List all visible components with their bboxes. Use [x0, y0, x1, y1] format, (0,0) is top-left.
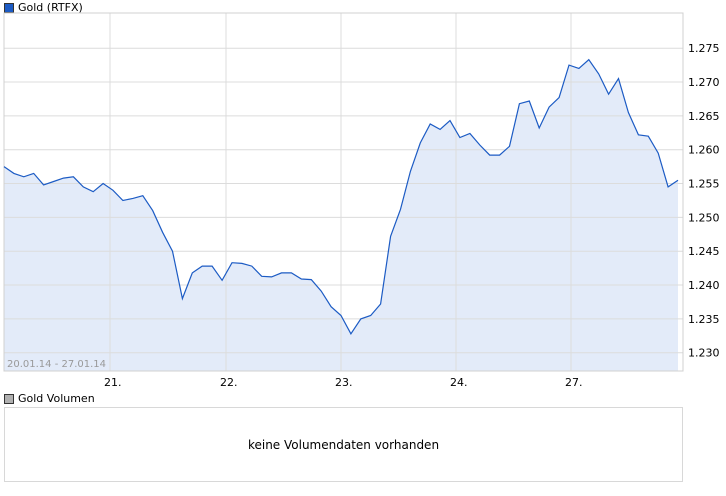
x-tick-label: 22.	[220, 376, 238, 389]
y-tick-label: 1.230	[688, 347, 720, 360]
legend-label: Gold Volumen	[18, 392, 95, 405]
y-tick-label: 1.275	[688, 42, 720, 55]
legend-volume: Gold Volumen	[4, 392, 95, 405]
x-tick-label: 27.	[565, 376, 583, 389]
x-tick-label: 23.	[335, 376, 353, 389]
legend-main: Gold (RTFX)	[4, 1, 83, 14]
date-range-label: 20.01.14 - 27.01.14	[7, 359, 106, 370]
plot-frame	[3, 12, 684, 372]
volume-message: keine Volumendaten vorhanden	[247, 437, 440, 452]
legend-swatch	[4, 393, 14, 404]
y-tick-label: 1.265	[688, 110, 720, 123]
y-tick-label: 1.255	[688, 178, 720, 191]
x-tick-label: 21.	[104, 376, 122, 389]
legend-label: Gold (RTFX)	[18, 1, 83, 14]
y-tick-label: 1.245	[688, 245, 720, 258]
y-tick-label: 1.240	[688, 279, 720, 292]
y-tick-label: 1.250	[688, 211, 720, 224]
y-tick-label: 1.260	[688, 144, 720, 157]
legend-swatch	[4, 2, 14, 13]
price-chart: 1.275 1.270 1.265 1.260 1.255 1.250 1.245 1.240…	[3, 12, 720, 389]
y-tick-label: 1.235	[688, 313, 720, 326]
volume-panel: keine Volumendaten vorhanden	[4, 407, 683, 482]
price-line	[3, 58, 679, 335]
x-tick-label: 24.	[450, 376, 468, 389]
price-area	[4, 59, 678, 371]
y-tick-label: 1.270	[688, 76, 720, 89]
